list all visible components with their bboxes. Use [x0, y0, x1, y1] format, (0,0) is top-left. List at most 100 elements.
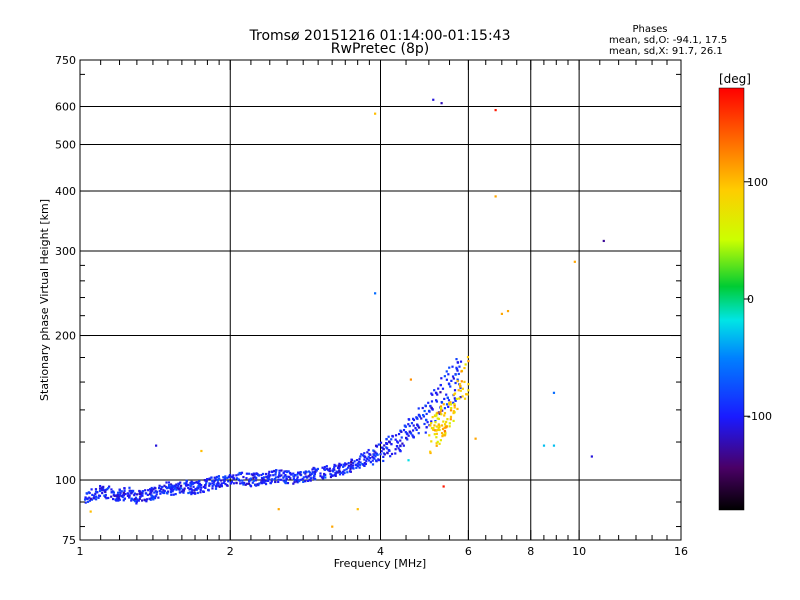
- trace-o-point: [400, 436, 403, 439]
- trace-o-point: [160, 487, 163, 491]
- trace-x-point: [467, 359, 470, 363]
- x-tick-label: 16: [674, 545, 688, 558]
- trace-o-point: [173, 484, 176, 487]
- trace-o-point: [406, 433, 409, 436]
- y-tick-label: 100: [55, 474, 76, 487]
- trace-o-point: [456, 361, 459, 364]
- trace-o-point: [262, 481, 265, 484]
- trace-o-point: [417, 432, 420, 435]
- trace-o-point: [274, 476, 277, 479]
- trace-o-point: [229, 482, 233, 485]
- trace-o-point: [365, 460, 368, 463]
- trace-o-point: [337, 464, 340, 467]
- trace-o-point: [430, 400, 434, 403]
- trace-o-point: [260, 479, 263, 482]
- y-tick-label: 75: [62, 534, 76, 547]
- trace-o-point: [191, 481, 194, 485]
- scatter-point: [331, 525, 334, 528]
- trace-o-point: [207, 489, 210, 492]
- trace-o-point: [329, 473, 332, 476]
- trace-o-point: [455, 358, 458, 361]
- trace-x-point: [456, 407, 459, 411]
- trace-o-point: [416, 417, 419, 420]
- trace-o-point: [90, 498, 94, 501]
- trace-o-point: [186, 483, 189, 487]
- trace-o-point: [83, 498, 87, 501]
- trace-o-point: [411, 429, 415, 432]
- trace-o-point: [425, 412, 428, 416]
- trace-o-point: [456, 369, 459, 372]
- trace-o-point: [273, 469, 276, 473]
- trace-o-point: [267, 474, 270, 478]
- trace-o-point: [149, 498, 152, 501]
- trace-o-point: [292, 475, 295, 478]
- trace-o-point: [262, 478, 266, 481]
- trace-o-point: [127, 492, 130, 495]
- trace-o-point: [150, 489, 154, 492]
- trace-x-point: [441, 427, 445, 431]
- trace-o-point: [172, 486, 175, 489]
- trace-o-point: [88, 499, 91, 502]
- trace-o-point: [268, 470, 271, 473]
- trace-o-point: [176, 486, 179, 489]
- trace-o-point: [272, 474, 275, 477]
- trace-o-point: [214, 487, 218, 490]
- trace-o-point: [287, 470, 290, 473]
- trace-o-point: [355, 458, 359, 462]
- trace-o-point: [347, 461, 350, 465]
- trace-o-point: [435, 399, 438, 402]
- trace-o-point: [391, 434, 394, 438]
- trace-o-point: [180, 487, 183, 490]
- trace-o-point: [283, 470, 286, 473]
- colorbar-tick-label: 100: [747, 176, 768, 189]
- trace-o-point: [269, 474, 272, 477]
- trace-o-point: [363, 458, 366, 461]
- trace-o-point: [94, 492, 97, 495]
- trace-o-point: [254, 476, 257, 479]
- trace-o-point: [350, 463, 353, 466]
- trace-o-point: [84, 501, 87, 504]
- trace-o-point: [206, 478, 209, 481]
- trace-o-point: [377, 443, 380, 446]
- trace-o-point: [321, 466, 324, 469]
- y-tick-label: 400: [55, 185, 76, 198]
- trace-o-point: [202, 485, 205, 489]
- trace-x-point: [430, 440, 433, 443]
- trace-o-point: [322, 475, 325, 478]
- trace-x-point: [444, 426, 448, 429]
- trace-x-point: [452, 410, 455, 413]
- colorbar: [718, 87, 745, 511]
- trace-o-point: [394, 434, 398, 437]
- trace-x-point: [437, 423, 440, 426]
- trace-o-point: [128, 486, 131, 489]
- trace-o-point: [153, 491, 156, 494]
- trace-o-point: [158, 484, 161, 487]
- trace-o-point: [165, 486, 169, 490]
- trace-o-point: [316, 467, 319, 471]
- trace-o-point: [92, 497, 95, 500]
- trace-o-point: [162, 489, 165, 492]
- trace-o-point: [284, 482, 287, 485]
- trace-o-point: [115, 499, 118, 502]
- trace-o-point: [405, 436, 408, 440]
- scatter-point: [552, 444, 556, 447]
- trace-x-point: [432, 428, 435, 432]
- scatter-point: [89, 510, 92, 513]
- trace-o-point: [210, 476, 213, 479]
- trace-o-point: [153, 497, 157, 500]
- trace-o-point: [157, 496, 160, 499]
- trace-o-point: [237, 478, 240, 481]
- trace-o-point: [373, 453, 376, 456]
- trace-o-point: [183, 482, 186, 485]
- trace-o-point: [364, 455, 367, 459]
- trace-o-point: [434, 391, 438, 394]
- trace-o-point: [452, 401, 455, 404]
- trace-o-point: [299, 473, 302, 476]
- trace-o-point: [151, 494, 154, 498]
- trace-o-point: [338, 462, 341, 465]
- trace-x-point: [461, 395, 464, 398]
- trace-o-point: [408, 430, 411, 433]
- trace-o-point: [119, 491, 122, 494]
- scatter-point: [200, 449, 203, 453]
